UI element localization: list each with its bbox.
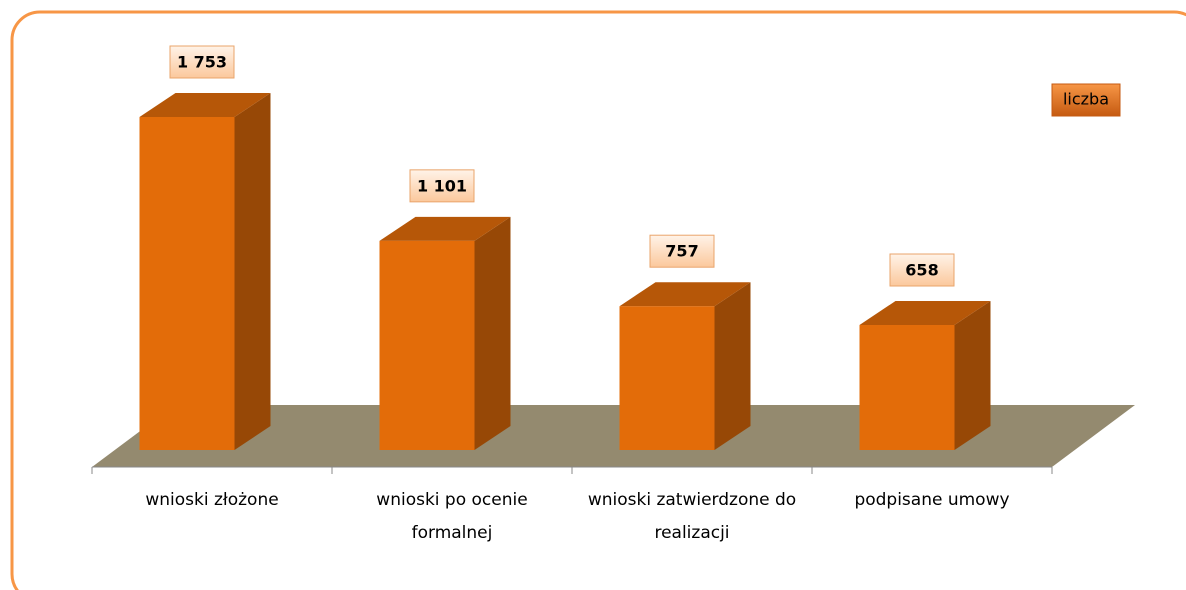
value-label: 757	[665, 242, 698, 261]
value-label-box	[649, 234, 715, 268]
legend-box	[1051, 83, 1121, 117]
bar	[859, 325, 955, 450]
legend-label: liczba	[1063, 90, 1109, 109]
bar-side	[474, 216, 511, 450]
x-tick-label: wnioski po ocenie formalnej	[376, 490, 528, 543]
value-label: 1 101	[417, 176, 467, 195]
bar	[619, 306, 715, 450]
value-label: 1 753	[177, 53, 227, 72]
bar-top	[619, 282, 751, 307]
value-label: 658	[905, 261, 938, 280]
value-label-box	[169, 45, 235, 79]
bar-side	[714, 282, 751, 450]
bar-top	[859, 301, 991, 326]
x-tick-label: podpisane umowy	[854, 490, 1010, 510]
bar-top	[379, 216, 511, 241]
value-label-box	[889, 253, 955, 287]
bar-side	[234, 93, 271, 450]
x-tick-label: wnioski zatwierdzone do realizacji	[587, 490, 797, 543]
value-label-box	[409, 169, 475, 203]
frame	[10, 10, 1186, 590]
bar	[379, 240, 475, 450]
x-tick-label: wnioski złożone	[145, 490, 279, 510]
bar-top	[139, 93, 271, 117]
bar-side	[954, 301, 991, 450]
bar	[139, 117, 235, 450]
